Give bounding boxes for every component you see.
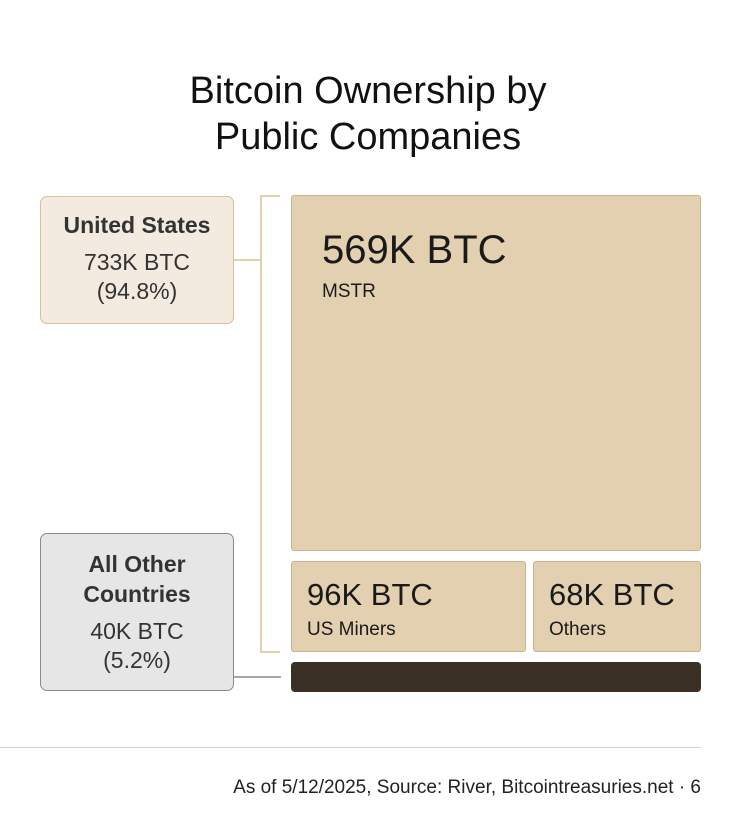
region-btc-value: 40K BTC [90,618,184,644]
region-name-line: All Other [88,551,186,577]
block-label: US Miners [307,619,396,640]
chart-title-line-1: Bitcoin Ownership by [189,70,547,112]
region-name-line: Countries [83,581,191,607]
region-label-united-states: United States 733K BTC (94.8%) [40,196,234,324]
source-footer: As of 5/12/2025, Source: River, Bitcoint… [233,777,701,798]
footer-divider [0,747,701,748]
region-share: (94.8%) [96,278,178,304]
treemap-block-us-miners: 96K BTC US Miners [291,561,526,652]
region-name: United States [41,210,233,240]
block-value: 569K BTC [322,228,507,272]
block-value: 68K BTC [549,577,675,612]
treemap-block-others: 68K BTC Others [533,561,701,652]
region-btc-value: 733K BTC [83,249,191,275]
block-value: 96K BTC [307,577,433,612]
treemap-block-other-countries [291,662,701,692]
block-label: MSTR [322,281,376,302]
chart-title: Bitcoin Ownership by Public Companies [0,68,736,160]
treemap-block-mstr: 569K BTC MSTR [291,195,701,551]
block-label: Others [549,619,607,640]
region-value: 40K BTC (5.2%) [41,617,233,675]
region-name-line: United States [63,212,211,238]
chart-title-line-2: Public Companies [214,116,522,158]
us-bracket [234,195,280,653]
region-share: (5.2%) [103,647,171,673]
region-label-other-countries: All Other Countries 40K BTC (5.2%) [40,533,234,691]
region-name: All Other Countries [41,549,233,609]
region-value: 733K BTC (94.8%) [41,248,233,306]
